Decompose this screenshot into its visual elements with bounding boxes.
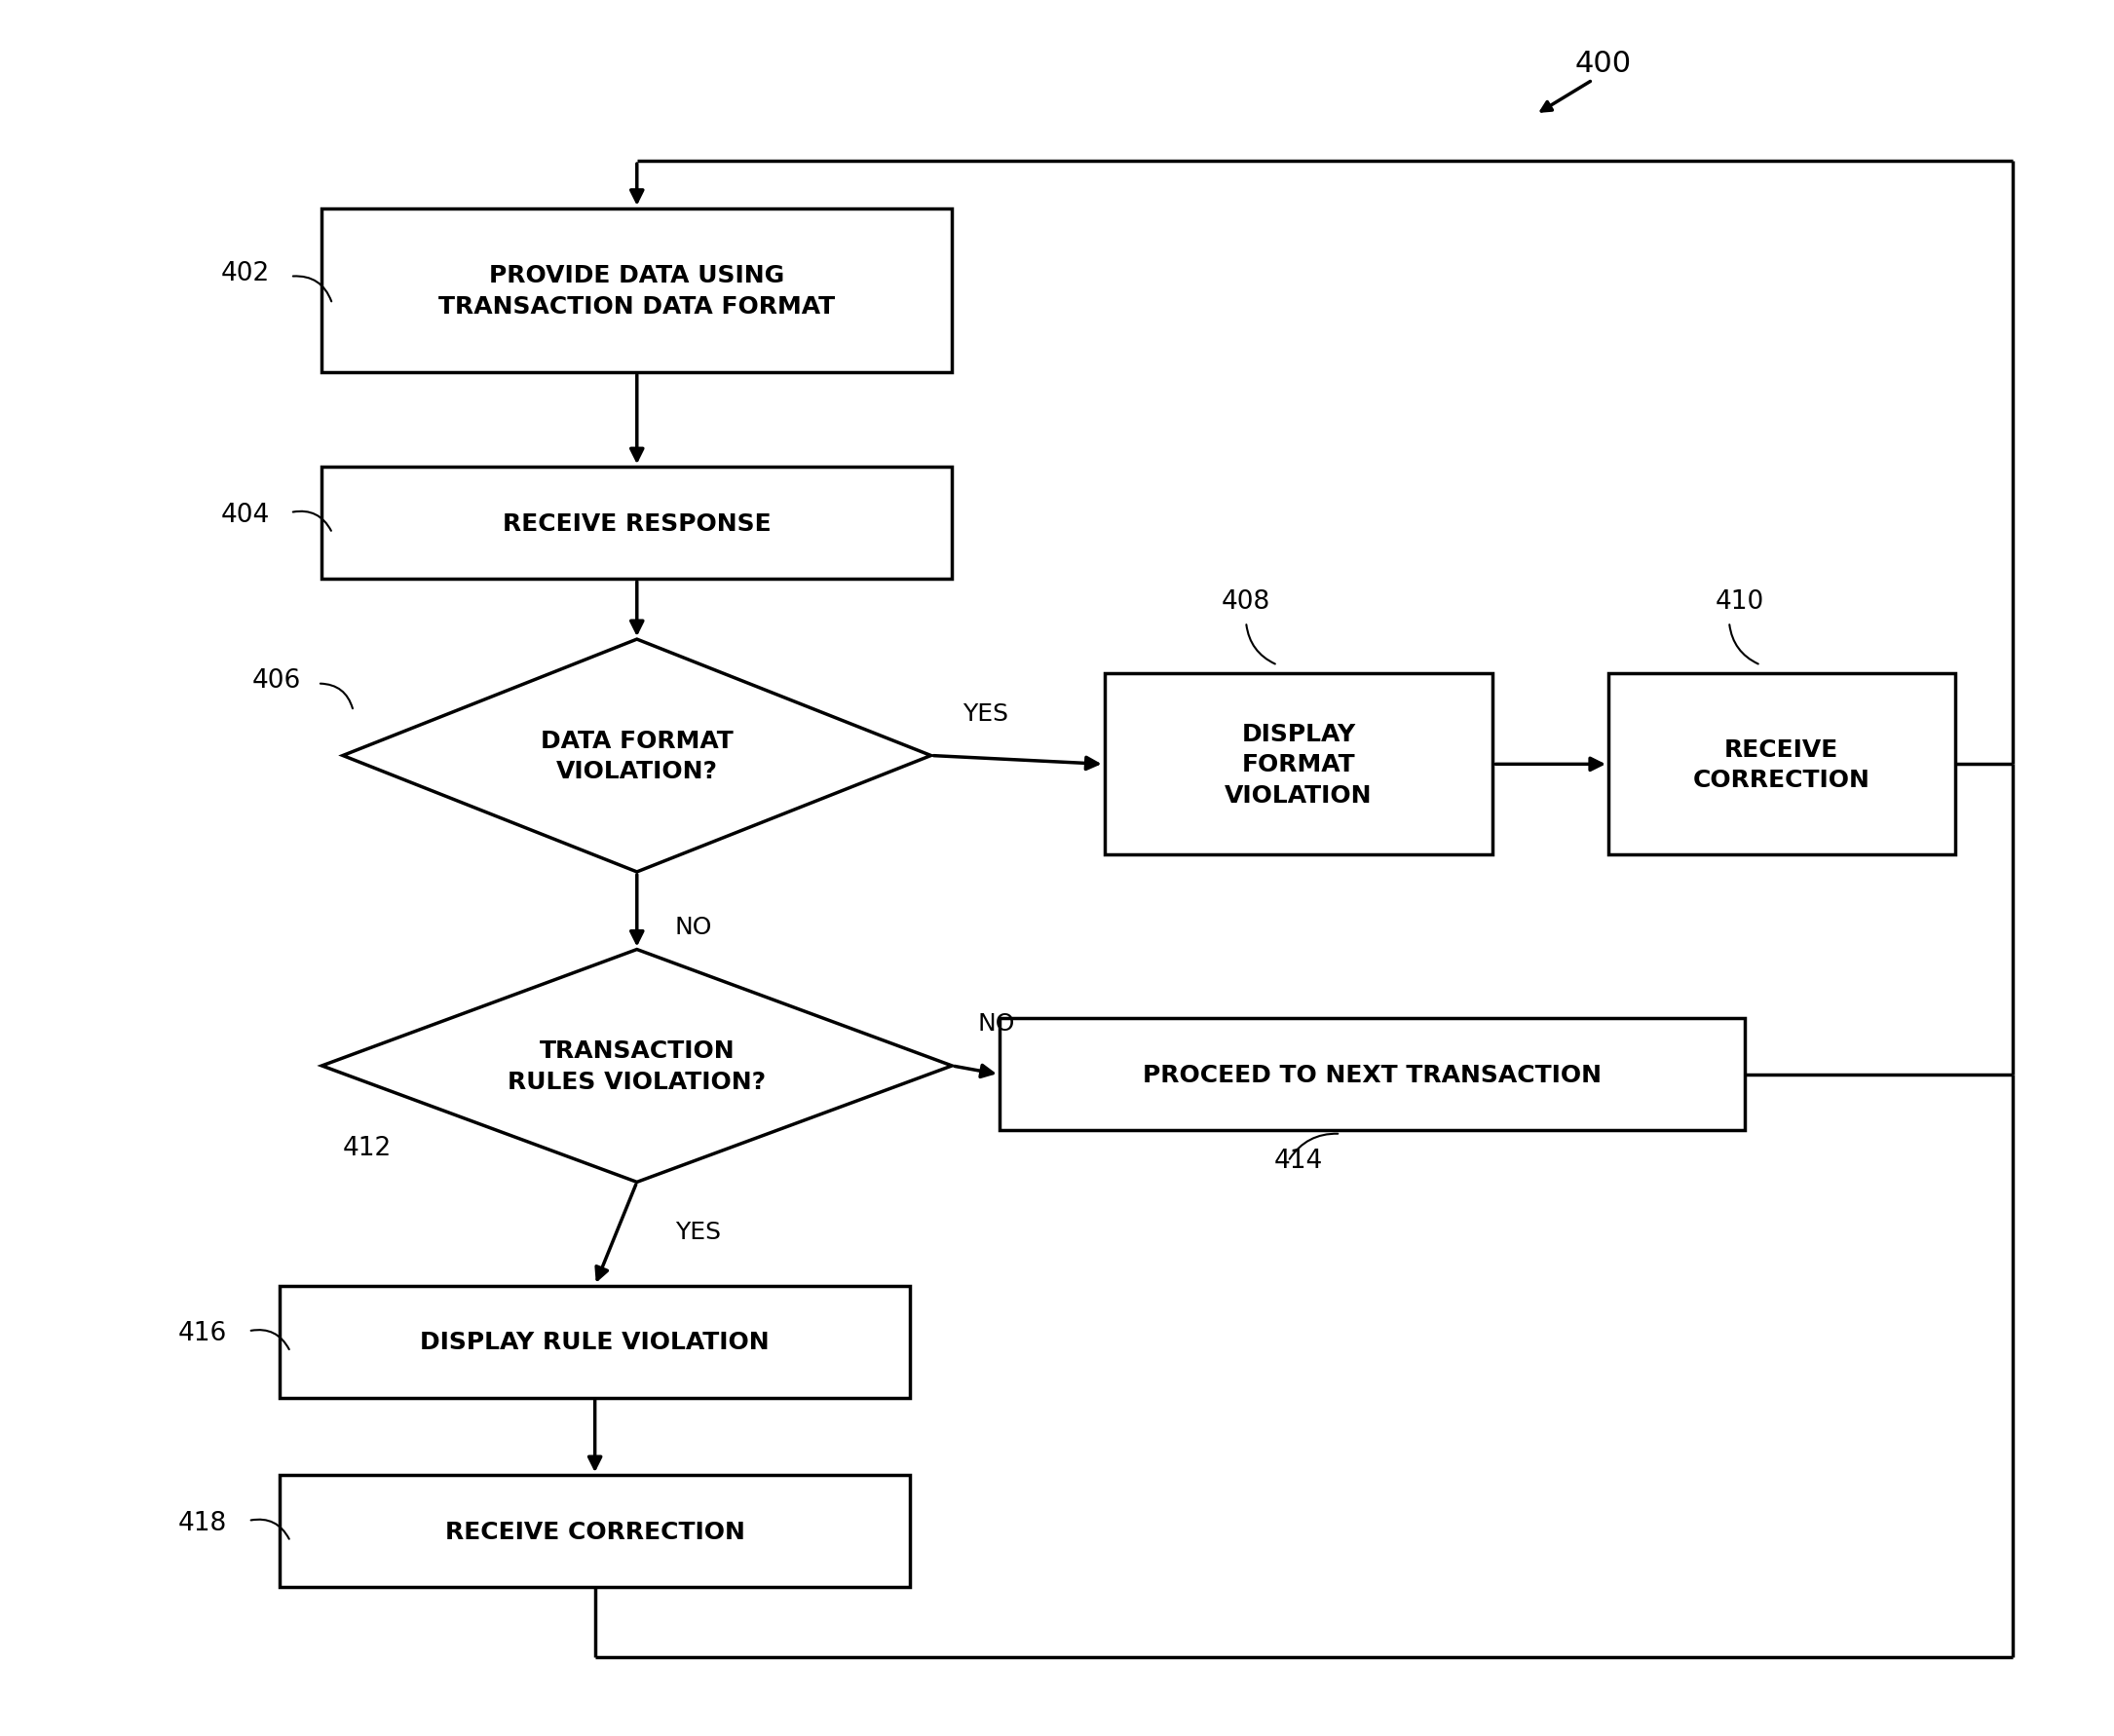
Text: DISPLAY RULE VIOLATION: DISPLAY RULE VIOLATION	[421, 1330, 769, 1354]
FancyBboxPatch shape	[321, 467, 951, 580]
Text: NO: NO	[977, 1012, 1015, 1035]
FancyBboxPatch shape	[1609, 674, 1955, 856]
Text: DISPLAY
FORMAT
VIOLATION: DISPLAY FORMAT VIOLATION	[1224, 722, 1372, 807]
Text: PROVIDE DATA USING
TRANSACTION DATA FORMAT: PROVIDE DATA USING TRANSACTION DATA FORM…	[438, 264, 835, 318]
Text: RECEIVE CORRECTION: RECEIVE CORRECTION	[444, 1519, 744, 1543]
Text: 402: 402	[220, 260, 268, 286]
Text: 412: 412	[342, 1135, 391, 1161]
Text: PROCEED TO NEXT TRANSACTION: PROCEED TO NEXT TRANSACTION	[1144, 1062, 1602, 1087]
FancyBboxPatch shape	[1000, 1019, 1744, 1130]
Text: 404: 404	[220, 502, 268, 528]
Text: TRANSACTION
RULES VIOLATION?: TRANSACTION RULES VIOLATION?	[507, 1040, 765, 1094]
Text: 418: 418	[178, 1510, 228, 1535]
Text: 408: 408	[1222, 589, 1271, 615]
Text: RECEIVE RESPONSE: RECEIVE RESPONSE	[503, 512, 772, 535]
Text: 410: 410	[1714, 589, 1763, 615]
FancyBboxPatch shape	[321, 208, 951, 373]
Text: DATA FORMAT
VIOLATION?: DATA FORMAT VIOLATION?	[541, 729, 734, 783]
FancyBboxPatch shape	[279, 1476, 909, 1587]
Text: 406: 406	[252, 668, 300, 693]
Polygon shape	[321, 950, 951, 1182]
Text: 416: 416	[178, 1321, 228, 1345]
Polygon shape	[342, 641, 930, 871]
Text: YES: YES	[674, 1220, 721, 1243]
Text: 414: 414	[1275, 1147, 1323, 1174]
Text: RECEIVE
CORRECTION: RECEIVE CORRECTION	[1693, 738, 1871, 792]
Text: NO: NO	[674, 915, 712, 939]
FancyBboxPatch shape	[279, 1286, 909, 1397]
Text: 400: 400	[1575, 50, 1632, 78]
FancyBboxPatch shape	[1104, 674, 1492, 856]
Text: YES: YES	[962, 701, 1008, 726]
